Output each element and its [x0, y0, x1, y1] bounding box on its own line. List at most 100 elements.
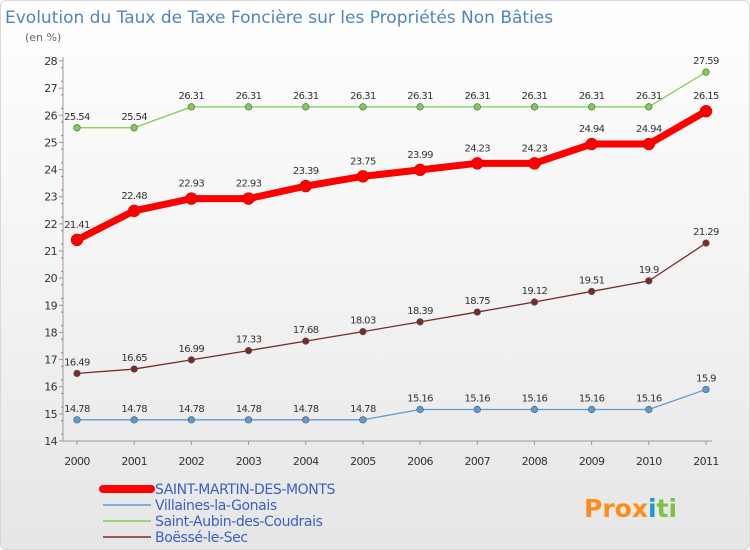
- data-point: [242, 192, 255, 205]
- legend-label: Boëssé-le-Sec: [155, 530, 248, 546]
- data-point: [530, 298, 539, 306]
- data-label: 15.9: [696, 373, 716, 384]
- data-point: [473, 103, 481, 111]
- data-label: 19.51: [579, 275, 605, 286]
- data-label: 19.12: [522, 286, 548, 297]
- y-tick-label: 16: [44, 381, 57, 394]
- data-point: [588, 287, 596, 296]
- data-label: 26.31: [179, 91, 205, 102]
- data-label: 26.31: [407, 91, 433, 102]
- data-label: 18.39: [407, 306, 433, 317]
- data-label: 22.48: [121, 191, 147, 202]
- logo-part-2: i: [648, 494, 657, 523]
- data-point: [359, 328, 367, 336]
- data-label: 14.78: [350, 404, 376, 415]
- data-label: 18.03: [350, 316, 376, 327]
- data-point: [244, 103, 253, 111]
- data-point: [130, 416, 138, 424]
- y-tick-label: 22: [44, 218, 57, 231]
- legend-label: SAINT-MARTIN-DES-MONTS: [155, 482, 336, 498]
- series-line: [73, 107, 710, 244]
- data-point: [73, 369, 81, 378]
- data-label: 15.16: [636, 394, 662, 405]
- x-tick-label: 2006: [407, 455, 433, 468]
- x-tick-label: 2008: [522, 455, 548, 468]
- x-tick-label: 2001: [121, 455, 147, 468]
- data-label: 19.9: [639, 265, 659, 276]
- data-point: [473, 405, 481, 414]
- y-tick-label: 18: [44, 326, 57, 339]
- series-line: [76, 71, 707, 129]
- data-label: 23.39: [293, 166, 319, 177]
- data-label: 15.16: [522, 394, 548, 405]
- data-label: 24.23: [464, 143, 490, 154]
- y-tick-label: 28: [44, 55, 57, 68]
- data-label: 26.31: [293, 91, 319, 102]
- series-saint-aubin-des-coudrais: 25.54 25.54 26.31 26.31 26.31 26.31 26.31 26.31…: [64, 56, 720, 132]
- data-label: 23.99: [407, 150, 433, 161]
- data-point: [130, 124, 138, 132]
- data-label: 21.41: [64, 220, 90, 231]
- data-point: [356, 170, 370, 183]
- data-point: [530, 103, 539, 111]
- data-point: [702, 68, 710, 76]
- data-point: [244, 347, 253, 355]
- x-tick-label: 2007: [464, 455, 490, 468]
- y-tick-label: 21: [44, 245, 57, 258]
- data-label: 16.65: [121, 353, 147, 364]
- data-point: [530, 405, 539, 414]
- data-point: [185, 192, 198, 205]
- data-point: [359, 416, 367, 424]
- data-point: [471, 157, 484, 170]
- data-label: 25.54: [64, 112, 90, 123]
- data-label: 17.68: [293, 325, 319, 336]
- y-tick-label: 20: [44, 272, 57, 285]
- data-point: [359, 103, 367, 111]
- series-saint-martin-des-monts: 21.41 22.48 22.93 22.93 23.39 23.75 23.99 24.23…: [64, 91, 720, 247]
- data-label: 18.75: [464, 296, 490, 307]
- data-point: [642, 137, 656, 151]
- data-label: 14.78: [236, 404, 262, 415]
- logo-part-1: Prox: [584, 494, 648, 523]
- series-line: [76, 242, 707, 375]
- data-label: 26.15: [693, 91, 719, 102]
- legend-label: Saint-Aubin-des-Coudrais: [155, 514, 323, 530]
- data-label: 26.31: [236, 91, 262, 102]
- data-label: 14.78: [121, 404, 147, 415]
- data-point: [73, 124, 81, 132]
- data-point: [244, 416, 253, 424]
- data-label: 17.33: [236, 335, 262, 346]
- x-tick-label: 2011: [693, 455, 719, 468]
- data-point: [127, 204, 141, 218]
- data-label: 16.49: [64, 357, 90, 368]
- data-point: [588, 405, 596, 414]
- data-label: 26.31: [350, 91, 376, 102]
- x-tick-label: 2003: [236, 455, 262, 468]
- data-label: 15.16: [407, 394, 433, 405]
- data-point: [299, 179, 312, 193]
- data-point: [585, 137, 598, 151]
- data-point: [645, 103, 653, 111]
- y-tick-label: 25: [44, 136, 57, 149]
- y-tick-label: 17: [44, 354, 57, 367]
- y-tick-label: 14: [44, 435, 57, 448]
- series-lines: 16.49 16.65 16.99 17.33 17.68 18.03 18.39 18.75…: [64, 56, 720, 424]
- data-point: [473, 308, 481, 316]
- series-bo-ss-le-sec: 16.49 16.65 16.99 17.33 17.68 18.03 18.39 18.75…: [64, 227, 720, 378]
- data-label: 23.75: [350, 156, 376, 167]
- data-label: 14.78: [64, 404, 90, 415]
- data-label: 15.16: [464, 394, 490, 405]
- data-label: 26.31: [579, 91, 605, 102]
- data-point: [187, 416, 195, 424]
- data-label: 24.23: [522, 143, 548, 154]
- data-point: [413, 163, 427, 177]
- data-label: 24.94: [636, 124, 662, 135]
- x-tick-label: 2005: [350, 455, 376, 468]
- unit-label: (en %): [25, 31, 61, 44]
- y-tick-label: 27: [44, 82, 57, 95]
- data-point: [416, 318, 424, 326]
- x-tick-label: 2004: [293, 455, 319, 468]
- data-point: [416, 103, 424, 111]
